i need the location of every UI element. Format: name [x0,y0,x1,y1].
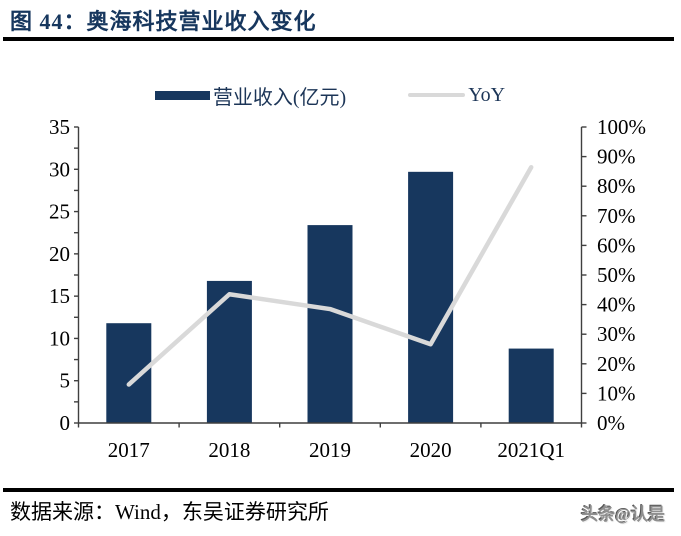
legend-yoy-label: YoY [468,83,506,106]
yoy-line [126,165,534,387]
yoy-line-swatch-icon [408,93,466,97]
left-axis-label-0: 0 [60,411,71,435]
chart-legend: 营业收入(亿元) YoY [78,84,582,109]
x-axis-label-2021Q1: 2021Q1 [497,438,565,462]
revenue-bar-swatch-icon [154,90,210,100]
revenue-bar-2018 [206,280,252,423]
legend-item-revenue: 营业收入(亿元) [154,81,347,110]
right-axis-label-40%: 40% [597,293,636,317]
left-axis-label-30: 30 [49,157,70,181]
figure-title: 图 44：奥海科技营业收入变化 [10,9,317,34]
right-axis-label-0%: 0% [597,411,625,435]
right-axis-label-90%: 90% [597,145,636,169]
x-axis-label-2017: 2017 [108,438,150,462]
title-divider-rule [3,37,674,41]
right-axis-label-10%: 10% [597,381,636,405]
footer-divider-rule [3,488,674,492]
right-axis-label-100%: 100% [597,115,646,139]
revenue-bar-2019 [307,225,353,423]
right-axis-label-30%: 30% [597,322,636,346]
right-axis-label-60%: 60% [597,233,636,257]
revenue-bar-2021Q1 [508,348,554,423]
left-axis-label-25: 25 [49,200,70,224]
left-axis-label-10: 10 [49,326,70,350]
revenue-bar-2020 [408,171,454,423]
watermark-text: 头条@认是 [581,505,665,524]
right-axis-label-20%: 20% [597,352,636,376]
x-axis-label-2018: 2018 [208,438,250,462]
data-source-note: 数据来源：Wind，东吴证券研究所 [10,500,329,524]
legend-revenue-label: 营业收入(亿元) [212,86,347,109]
x-axis-label-2019: 2019 [309,438,351,462]
right-axis-label-70%: 70% [597,204,636,228]
x-axis-label-2020: 2020 [410,438,452,462]
legend-item-yoy: YoY [408,84,505,107]
right-axis-label-80%: 80% [597,174,636,198]
left-axis-label-15: 15 [49,284,70,308]
left-axis-label-20: 20 [49,242,70,266]
left-axis-label-35: 35 [49,115,70,139]
right-axis-label-50%: 50% [597,263,636,287]
left-axis-label-5: 5 [60,369,71,393]
